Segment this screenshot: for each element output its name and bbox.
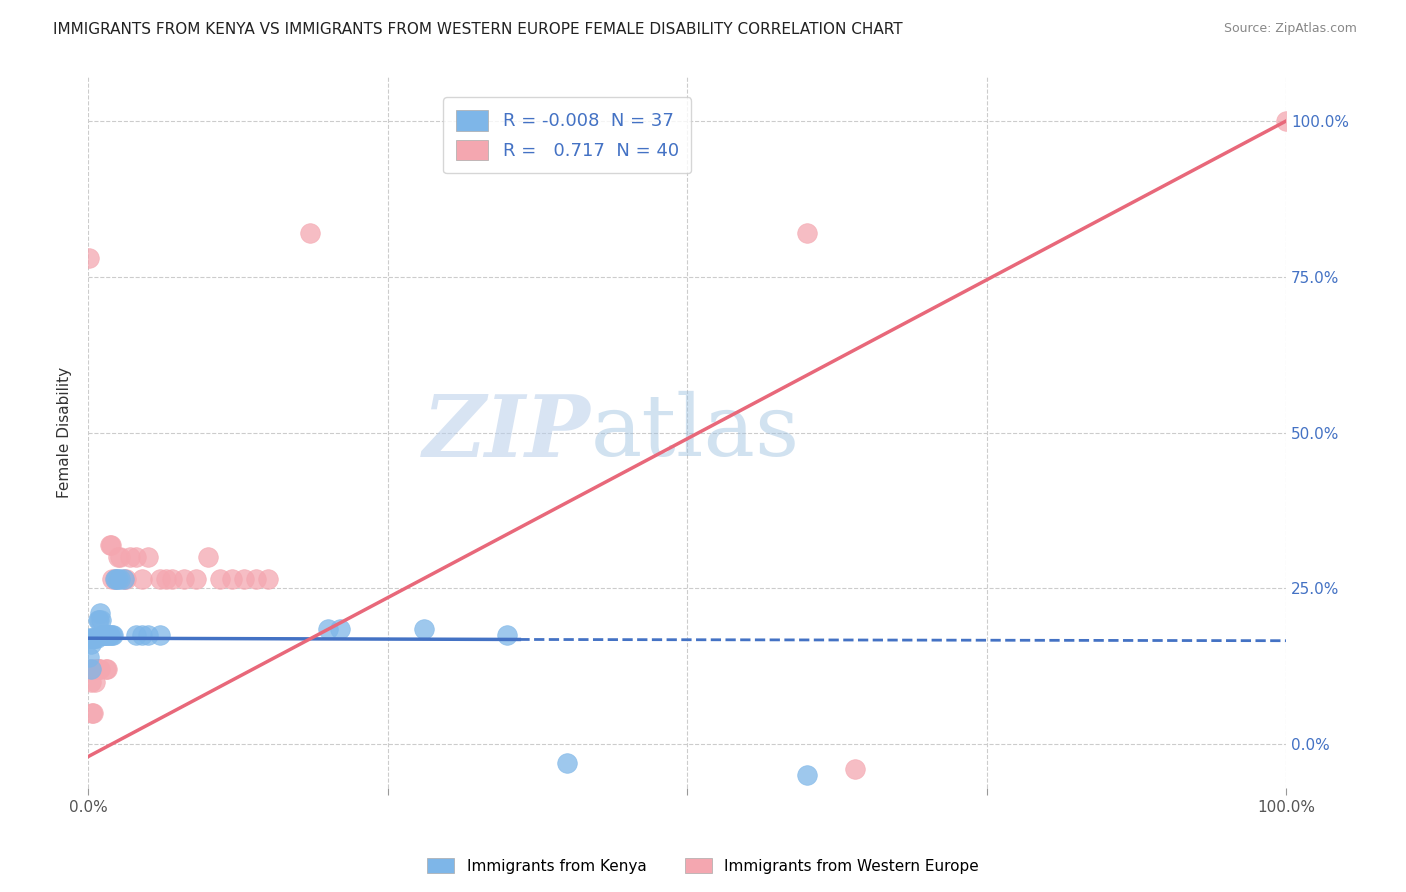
Point <box>79 649 101 664</box>
Point <box>103 572 125 586</box>
Point <box>83 631 105 645</box>
Text: Source: ZipAtlas.com: Source: ZipAtlas.com <box>1223 22 1357 36</box>
Point <box>125 628 148 642</box>
Point <box>149 628 172 642</box>
Point <box>131 628 153 642</box>
Point <box>136 628 159 642</box>
Point <box>115 572 138 586</box>
Text: ZIP: ZIP <box>423 391 592 475</box>
Point <box>98 538 121 552</box>
Point <box>82 631 104 645</box>
Point <box>79 662 101 676</box>
Point <box>110 550 132 565</box>
Point <box>101 628 124 642</box>
Point <box>100 538 122 552</box>
Point <box>173 572 195 586</box>
Point <box>103 572 125 586</box>
Point <box>79 637 101 651</box>
Point <box>103 628 125 642</box>
Point <box>96 628 118 642</box>
Point <box>112 572 135 586</box>
Point <box>89 607 111 621</box>
Point <box>94 628 117 642</box>
Point <box>98 628 121 642</box>
Legend: R = -0.008  N = 37, R =   0.717  N = 40: R = -0.008 N = 37, R = 0.717 N = 40 <box>443 97 692 173</box>
Text: atlas: atlas <box>592 391 800 475</box>
Point <box>110 572 132 586</box>
Point <box>80 706 103 720</box>
Point <box>93 628 115 642</box>
Point <box>160 572 183 586</box>
Point <box>84 674 107 689</box>
Point <box>555 756 578 770</box>
Point <box>184 572 207 586</box>
Point <box>87 662 110 676</box>
Point <box>96 662 118 676</box>
Point <box>94 662 117 676</box>
Point <box>79 631 101 645</box>
Y-axis label: Female Disability: Female Disability <box>58 367 72 498</box>
Point <box>232 572 254 586</box>
Point <box>86 631 108 645</box>
Point <box>79 662 101 676</box>
Point <box>256 572 278 586</box>
Point <box>298 226 321 240</box>
Point <box>112 572 135 586</box>
Point <box>796 226 818 240</box>
Point <box>221 572 243 586</box>
Point <box>87 662 110 676</box>
Point <box>107 550 129 565</box>
Point <box>496 628 519 642</box>
Point <box>82 706 104 720</box>
Point <box>84 631 107 645</box>
Point <box>844 762 866 776</box>
Point <box>120 550 142 565</box>
Point <box>208 572 231 586</box>
Point <box>91 628 114 642</box>
Point <box>79 251 101 265</box>
Point <box>316 622 339 636</box>
Point <box>125 550 148 565</box>
Point <box>131 572 153 586</box>
Point <box>136 550 159 565</box>
Point <box>104 572 127 586</box>
Point <box>155 572 177 586</box>
Point <box>107 572 129 586</box>
Point <box>101 572 124 586</box>
Point <box>796 768 818 782</box>
Point <box>80 631 103 645</box>
Point <box>79 674 101 689</box>
Point <box>1275 114 1298 128</box>
Point <box>329 622 352 636</box>
Point <box>97 628 120 642</box>
Point <box>87 613 110 627</box>
Point <box>149 572 172 586</box>
Legend: Immigrants from Kenya, Immigrants from Western Europe: Immigrants from Kenya, Immigrants from W… <box>420 852 986 880</box>
Point <box>83 662 105 676</box>
Point <box>86 662 108 676</box>
Point <box>89 662 111 676</box>
Point <box>245 572 267 586</box>
Point <box>90 613 112 627</box>
Text: IMMIGRANTS FROM KENYA VS IMMIGRANTS FROM WESTERN EUROPE FEMALE DISABILITY CORREL: IMMIGRANTS FROM KENYA VS IMMIGRANTS FROM… <box>53 22 903 37</box>
Point <box>94 628 117 642</box>
Point <box>87 613 110 627</box>
Point <box>197 550 219 565</box>
Point <box>412 622 434 636</box>
